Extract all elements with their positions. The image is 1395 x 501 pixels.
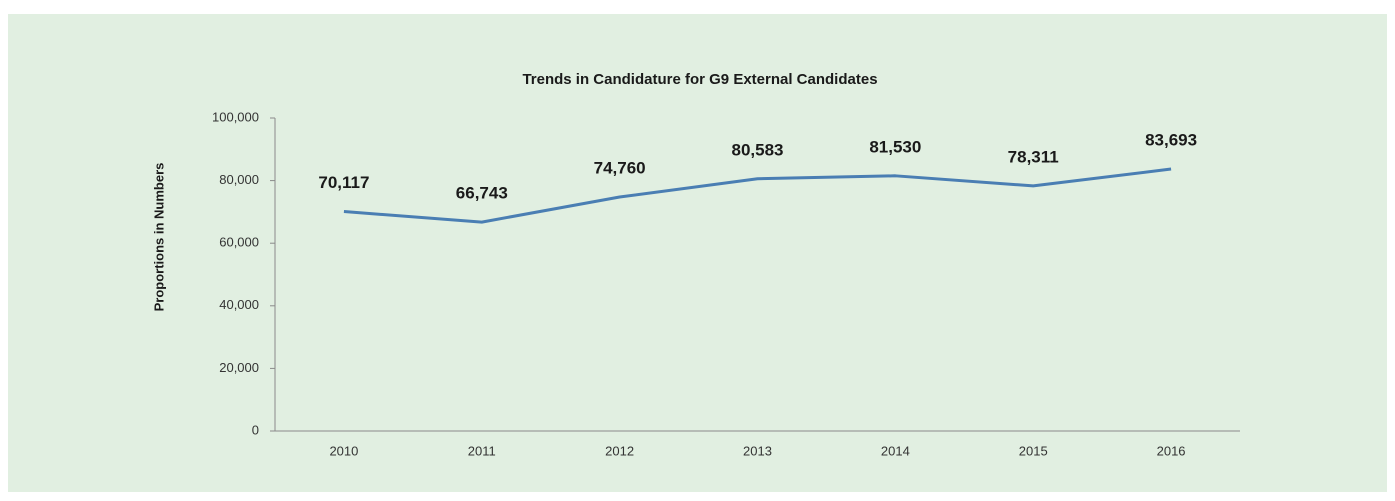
y-tick-label: 60,000 <box>219 235 259 250</box>
x-tick-label: 2012 <box>605 443 634 458</box>
data-label: 78,311 <box>1008 147 1059 166</box>
data-label: 66,743 <box>456 184 508 203</box>
y-tick-label: 40,000 <box>219 297 259 312</box>
chart-background <box>8 14 1387 492</box>
y-tick-label: 100,000 <box>212 109 259 124</box>
data-label: 74,760 <box>594 158 646 177</box>
data-label: 83,693 <box>1145 131 1197 150</box>
x-tick-label: 2011 <box>468 443 496 458</box>
y-axis-label: Proportions in Numbers <box>151 163 166 312</box>
y-tick-label: 20,000 <box>219 360 259 375</box>
data-label: 81,530 <box>869 137 921 156</box>
line <box>343 167 1172 224</box>
x-tick-label: 2014 <box>881 443 910 458</box>
y-tick-label: 0 <box>252 422 259 437</box>
x-tick-label: 2015 <box>1019 443 1048 458</box>
x-tick-label: 2010 <box>329 443 358 458</box>
x-tick-label: 2016 <box>1157 443 1186 458</box>
y-tick-label: 80,000 <box>219 172 259 187</box>
data-label: 80,583 <box>732 140 784 159</box>
data-label: 70,117 <box>318 173 369 192</box>
x-tick-label: 2013 <box>743 443 772 458</box>
chart-title: Trends in Candidature for G9 External Ca… <box>522 71 877 88</box>
